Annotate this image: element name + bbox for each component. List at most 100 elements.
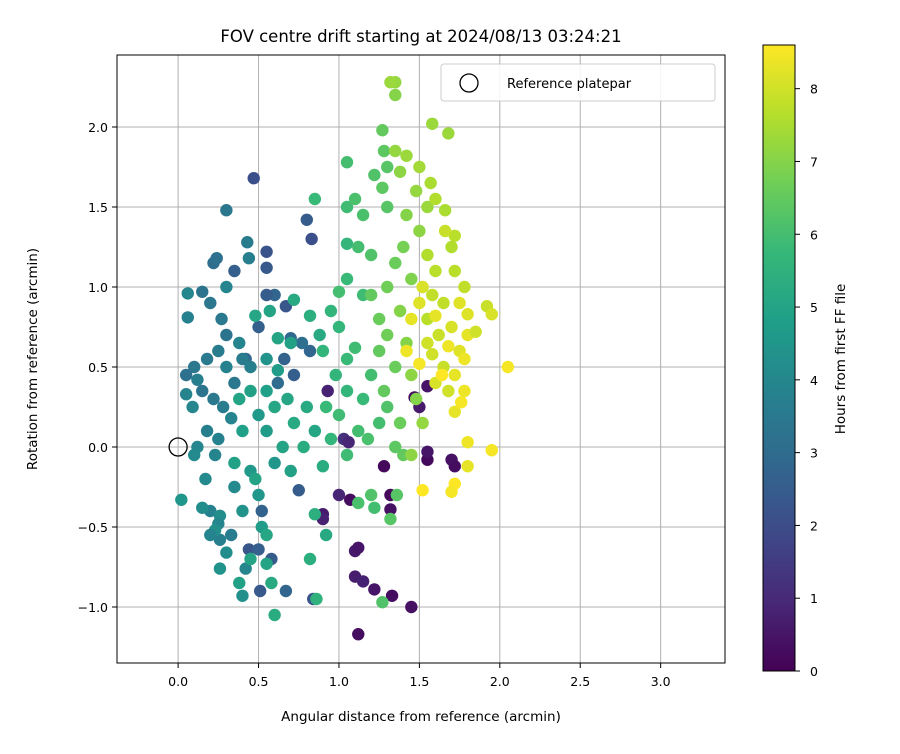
chart-title: FOV centre drift starting at 2024/08/13 … bbox=[220, 27, 621, 46]
scatter-point bbox=[191, 373, 204, 386]
scatter-point bbox=[303, 309, 317, 322]
scatter-point bbox=[448, 229, 461, 242]
scatter-point bbox=[252, 320, 265, 334]
scatter-point bbox=[435, 368, 449, 382]
scatter-point bbox=[390, 488, 404, 502]
scatter-point bbox=[207, 392, 220, 406]
x-tick-label: 0.0 bbox=[168, 674, 188, 689]
scatter-point bbox=[455, 396, 468, 409]
scatter-point bbox=[377, 460, 391, 473]
scatter-point bbox=[212, 432, 225, 446]
scatter-point bbox=[389, 256, 402, 270]
scatter-point bbox=[244, 552, 257, 566]
scatter-point bbox=[342, 436, 355, 449]
scatter-point bbox=[437, 296, 450, 310]
scatter-point bbox=[278, 352, 291, 366]
scatter-point bbox=[372, 312, 386, 326]
scatter-point bbox=[405, 600, 418, 614]
scatter-point bbox=[271, 332, 285, 345]
scatter-point bbox=[364, 248, 378, 262]
x-tick-label: 2.0 bbox=[490, 674, 510, 689]
scatter-point bbox=[453, 296, 466, 310]
y-tick-label: 0.5 bbox=[88, 360, 108, 375]
scatter-point bbox=[356, 208, 370, 222]
x-axis-label: Angular distance from reference (arcmin) bbox=[281, 709, 561, 725]
scatter-point bbox=[300, 213, 313, 226]
scatter-point bbox=[348, 341, 362, 354]
scatter-point bbox=[252, 408, 265, 422]
scatter-point bbox=[284, 336, 297, 350]
scatter-point bbox=[308, 508, 322, 521]
scatter-point bbox=[284, 464, 297, 478]
scatter-point bbox=[352, 628, 365, 641]
x-tick-label: 2.5 bbox=[570, 674, 590, 689]
scatter-point bbox=[340, 448, 354, 462]
scatter-point bbox=[260, 557, 273, 570]
scatter-point bbox=[228, 480, 241, 494]
scatter-point bbox=[316, 344, 330, 358]
scatter-point bbox=[442, 384, 455, 398]
scatter-point bbox=[260, 261, 273, 274]
scatter-point bbox=[352, 496, 365, 510]
scatter-point bbox=[448, 405, 461, 418]
colorbar-tick-label: 6 bbox=[810, 227, 818, 242]
scatter-point bbox=[340, 200, 354, 214]
scatter-point bbox=[196, 285, 209, 298]
y-tick-label: −1.0 bbox=[78, 600, 108, 615]
scatter-point bbox=[216, 400, 230, 414]
y-axis-label: Rotation from reference (arcmin) bbox=[25, 248, 41, 470]
scatter-point bbox=[413, 357, 426, 370]
scatter-point bbox=[300, 400, 313, 414]
scatter-point bbox=[249, 309, 262, 322]
scatter-point bbox=[281, 392, 294, 406]
scatter-point bbox=[445, 485, 458, 498]
scatter-point bbox=[389, 440, 402, 454]
y-tick-label: 1.5 bbox=[88, 200, 108, 215]
scatter-point bbox=[244, 360, 257, 374]
scatter-point bbox=[276, 440, 289, 454]
colorbar-label: Hours from first FF file bbox=[833, 284, 849, 435]
scatter-point bbox=[292, 484, 305, 497]
scatter-point bbox=[220, 546, 233, 559]
scatter-point bbox=[381, 280, 394, 294]
scatter-point bbox=[352, 240, 365, 254]
scatter-point bbox=[400, 344, 413, 358]
scatter-point bbox=[213, 533, 227, 546]
scatter-point bbox=[438, 204, 452, 217]
scatter-point bbox=[242, 543, 256, 556]
reference-platepar-marker bbox=[168, 437, 188, 457]
scatter-point bbox=[268, 608, 281, 622]
scatter-point bbox=[461, 436, 474, 449]
scatter-point bbox=[429, 192, 442, 206]
scatter-point bbox=[199, 472, 212, 486]
scatter-point bbox=[393, 416, 407, 430]
scatter-point bbox=[175, 493, 188, 506]
scatter-point bbox=[438, 224, 452, 238]
scatter-point bbox=[260, 384, 273, 398]
scatter-point bbox=[458, 352, 471, 366]
scatter-point bbox=[409, 392, 423, 406]
scatter-point bbox=[442, 340, 455, 353]
scatter-point bbox=[461, 308, 474, 321]
scatter-point bbox=[220, 360, 233, 374]
colorbar-tick-label: 2 bbox=[810, 518, 818, 533]
scatter-point bbox=[448, 460, 461, 473]
scatter-point bbox=[196, 384, 209, 398]
scatter-point bbox=[188, 448, 201, 462]
scatter-point bbox=[429, 309, 442, 322]
scatter-point bbox=[220, 328, 233, 342]
scatter-point bbox=[368, 168, 381, 182]
x-tick-label: 1.0 bbox=[329, 674, 349, 689]
scatter-point bbox=[416, 280, 429, 294]
scatter-point bbox=[372, 344, 386, 358]
scatter-point bbox=[263, 304, 277, 318]
scatter-point bbox=[432, 328, 445, 342]
scatter-point bbox=[461, 460, 474, 473]
scatter-point bbox=[381, 200, 394, 214]
scatter-point bbox=[220, 280, 233, 294]
scatter-point bbox=[405, 272, 418, 286]
scatter-point bbox=[340, 352, 354, 366]
scatter-point bbox=[385, 589, 399, 602]
scatter-point bbox=[352, 541, 365, 554]
